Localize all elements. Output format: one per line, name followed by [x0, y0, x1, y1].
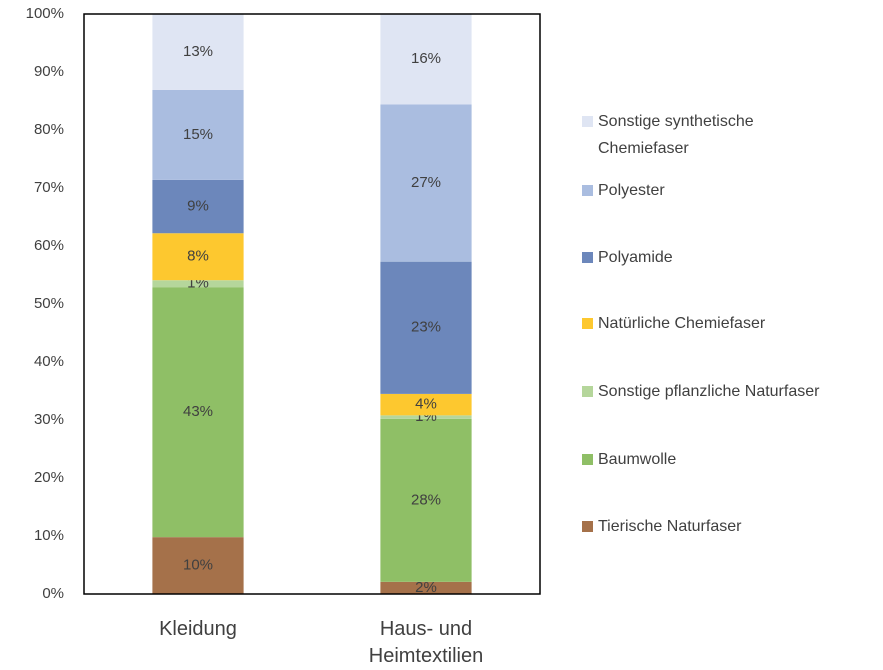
bar-segment — [380, 261, 472, 394]
y-tick-label: 10% — [34, 527, 64, 544]
x-tick-label: Kleidung — [159, 618, 237, 640]
y-tick-label: 0% — [42, 585, 64, 602]
y-tick-label: 40% — [34, 353, 64, 370]
data-label: 28% — [411, 491, 441, 508]
bar-segment — [380, 104, 472, 262]
bar-segment — [152, 179, 244, 234]
bar-segment — [380, 14, 472, 105]
y-tick-label: 100% — [26, 5, 64, 22]
y-tick-label: 30% — [34, 411, 64, 428]
data-label: 43% — [183, 403, 213, 420]
legend-item: Baumwolle — [582, 446, 872, 473]
bar-segment — [152, 14, 244, 90]
y-tick-label: 90% — [34, 63, 64, 80]
legend-swatch — [582, 318, 593, 329]
legend-item: Sonstige pflanzliche Naturfaser — [582, 378, 872, 405]
bar-segment — [380, 418, 472, 582]
data-label: 16% — [411, 50, 441, 67]
legend-label: Sonstige pflanzliche Naturfaser — [598, 383, 820, 400]
y-tick-label: 70% — [34, 179, 64, 196]
legend-swatch — [582, 386, 593, 397]
legend-item: Polyamide — [582, 244, 872, 271]
legend-label: Tierische Naturfaser — [598, 518, 742, 535]
data-label: 9% — [187, 198, 209, 215]
data-label: 8% — [187, 248, 209, 265]
y-tick-label: 80% — [34, 121, 64, 138]
legend-label: Sonstige synthetische Chemiefaser — [598, 113, 754, 157]
bar-segment — [380, 581, 472, 594]
legend-item: Sonstige synthetische Chemiefaser — [582, 108, 872, 162]
data-label: 2% — [415, 579, 437, 596]
bar-segment — [152, 280, 244, 288]
legend-swatch — [582, 521, 593, 532]
legend-item: Polyester — [582, 177, 872, 204]
legend-item: Tierische Naturfaser — [582, 513, 872, 540]
data-label: 13% — [183, 43, 213, 60]
bar-segment — [152, 537, 244, 594]
legend-label: Polyester — [598, 182, 665, 199]
bar-segment — [152, 89, 244, 180]
y-tick-label: 20% — [34, 469, 64, 486]
plot-border — [83, 13, 541, 595]
data-label: 15% — [183, 126, 213, 143]
legend-item: Natürliche Chemiefaser — [582, 310, 872, 337]
legend-label: Polyamide — [598, 249, 673, 266]
data-label: 27% — [411, 174, 441, 191]
data-label: 4% — [415, 396, 437, 413]
data-label: 23% — [411, 319, 441, 336]
legend-swatch — [582, 454, 593, 465]
bar-segment — [152, 233, 244, 281]
legend-label: Baumwolle — [598, 451, 677, 468]
legend-swatch — [582, 185, 593, 196]
data-label: 10% — [183, 557, 213, 574]
y-tick-label: 60% — [34, 237, 64, 254]
bar-segment — [380, 415, 472, 419]
legend-swatch — [582, 252, 593, 263]
y-tick-label: 50% — [34, 295, 64, 312]
legend-swatch — [582, 116, 593, 127]
bar-segment — [152, 287, 244, 538]
bar-segment — [380, 393, 472, 416]
legend-label: Natürliche Chemiefaser — [598, 315, 766, 332]
x-tick-label: Haus- und Heimtextilien — [368, 618, 484, 667]
